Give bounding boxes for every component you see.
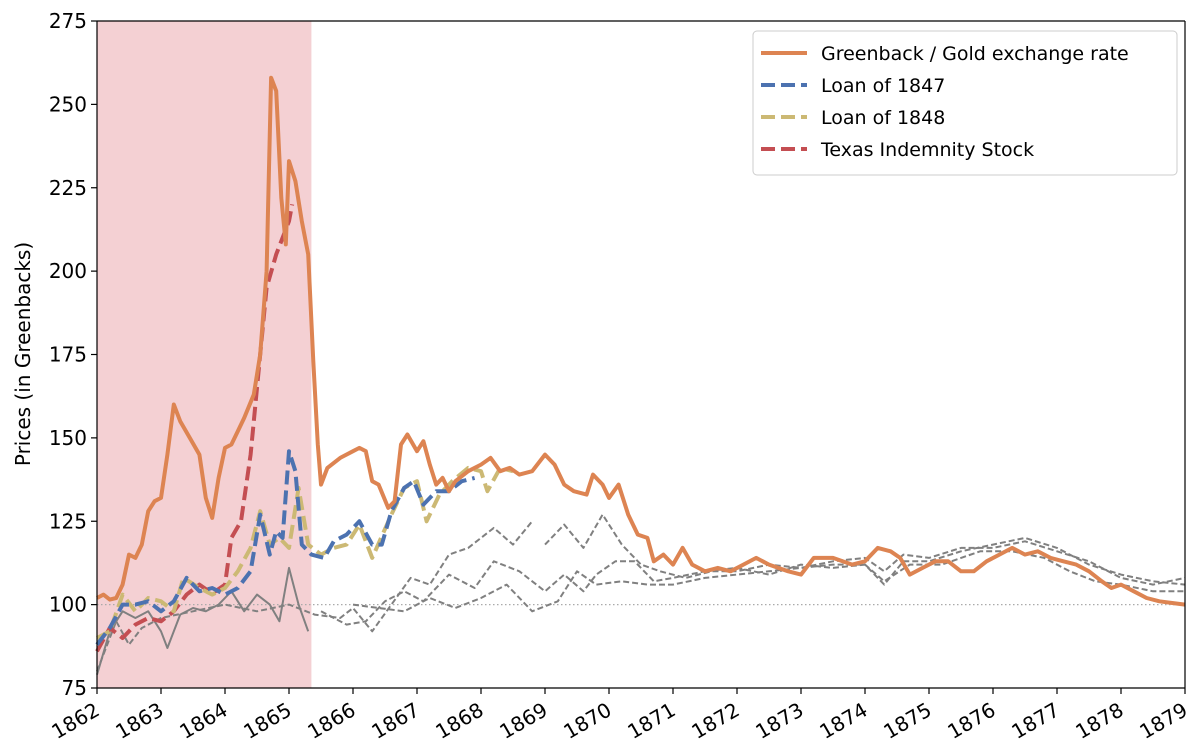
legend-label: Loan of 1848 bbox=[821, 107, 945, 129]
y-tick-label: 225 bbox=[49, 176, 87, 200]
x-tick-label: 1876 bbox=[943, 698, 999, 744]
highlight-span bbox=[97, 21, 312, 688]
x-tick-label: 1867 bbox=[367, 698, 423, 744]
legend-label: Loan of 1847 bbox=[821, 75, 945, 97]
y-tick-label: 75 bbox=[62, 676, 87, 700]
x-tick-label: 1863 bbox=[111, 698, 167, 744]
y-tick-label: 250 bbox=[49, 92, 87, 116]
legend-label: Texas Indemnity Stock bbox=[820, 139, 1034, 161]
x-tick-label: 1869 bbox=[495, 698, 551, 744]
x-tick-label: 1875 bbox=[879, 698, 935, 744]
series-line bbox=[95, 449, 476, 646]
y-tick-label: 200 bbox=[49, 259, 87, 283]
y-tick-label: 275 bbox=[49, 9, 87, 33]
x-tick-label: 1862 bbox=[47, 698, 103, 744]
y-axis-label: Prices (in Greenbacks) bbox=[11, 242, 35, 466]
y-tick-label: 100 bbox=[49, 593, 87, 617]
x-tick-label: 1868 bbox=[431, 698, 487, 744]
y-tick-label: 125 bbox=[49, 509, 87, 533]
series-line bbox=[352, 550, 1185, 613]
x-tick-label: 1878 bbox=[1071, 698, 1127, 744]
x-tick-label: 1872 bbox=[687, 698, 743, 744]
x-tick-label: 1877 bbox=[1007, 698, 1063, 744]
legend: Greenback / Gold exchange rate Loan of 18… bbox=[752, 30, 1178, 176]
y-tick-label: 150 bbox=[49, 426, 87, 450]
x-tick-label: 1865 bbox=[239, 698, 295, 744]
legend-label: Greenback / Gold exchange rate bbox=[821, 43, 1129, 65]
series-line bbox=[96, 513, 1186, 672]
y-tick-label: 175 bbox=[49, 343, 87, 367]
x-tick-label: 1864 bbox=[175, 698, 231, 744]
series-line bbox=[96, 75, 1186, 607]
x-tick-label: 1871 bbox=[623, 698, 679, 744]
x-tick-label: 1873 bbox=[751, 698, 807, 744]
series-line bbox=[96, 566, 310, 675]
legend-box bbox=[752, 30, 1178, 176]
x-tick-label: 1874 bbox=[815, 698, 871, 744]
series-line bbox=[320, 536, 1186, 626]
x-tick-label: 1870 bbox=[559, 698, 615, 744]
x-tick-label: 1879 bbox=[1135, 698, 1186, 744]
x-tick-label: 1866 bbox=[303, 698, 359, 744]
